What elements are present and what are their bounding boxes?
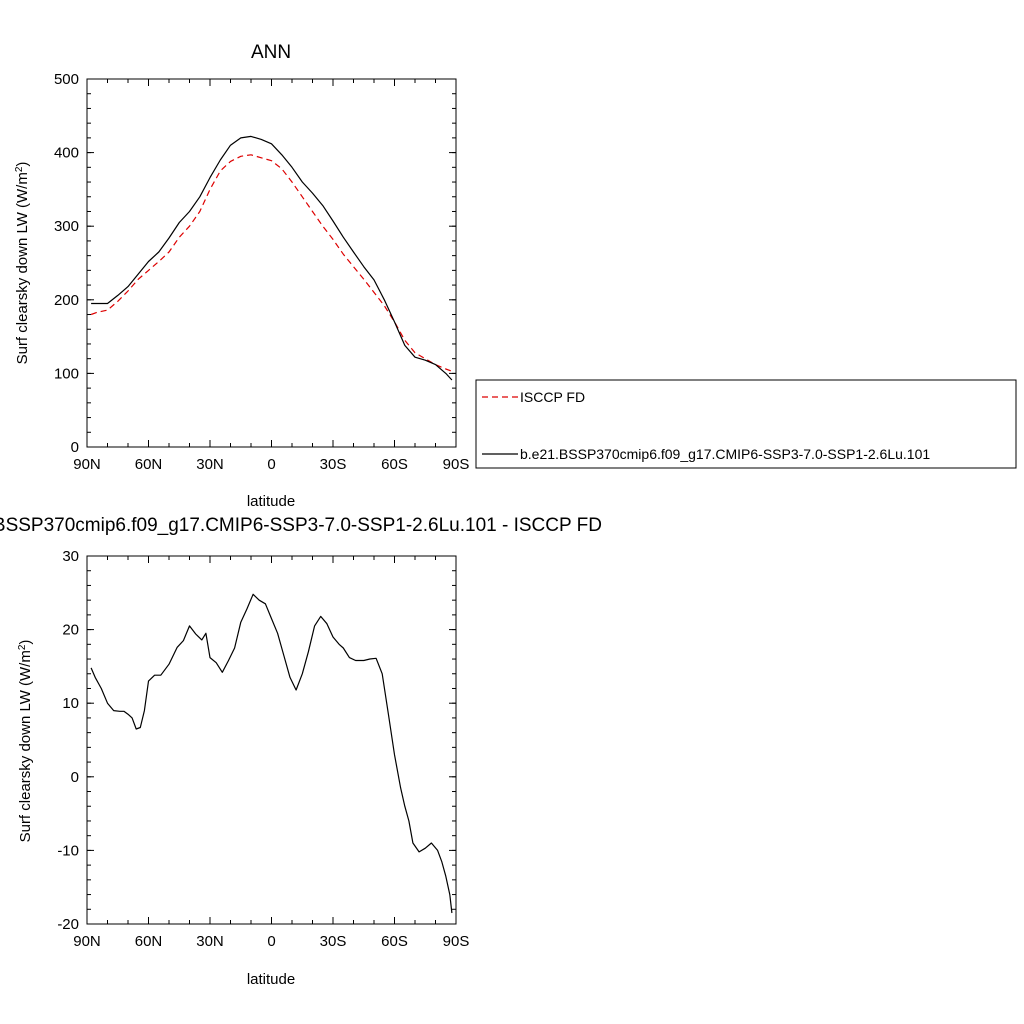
top-x-axis-label: latitude (247, 493, 295, 510)
plot-frame (86, 555, 457, 925)
x-tick-label: 30N (196, 456, 224, 473)
top-panel: ANN Surf clearsky down LW (W/m2) latitud… (14, 42, 470, 510)
y-tick-label: 400 (54, 145, 79, 162)
top-y-axis-label: Surf clearsky down LW (W/m2) (14, 162, 32, 365)
x-tick-label: 60S (381, 933, 408, 950)
y-tick-label: 300 (54, 218, 79, 235)
bottom-chart-title: b.e21.BSSP370cmip6.f09_g17.CMIP6-SSP3-7.… (0, 515, 602, 536)
x-tick-label: 60S (381, 456, 408, 473)
bottom-x-axis-label: latitude (247, 971, 295, 988)
series-line-model (91, 135, 453, 381)
y-tick-label: 20 (62, 622, 79, 639)
series-line-isccp (90, 154, 453, 372)
y-tick-label: 100 (54, 365, 79, 382)
y-tick-label: -10 (57, 842, 79, 859)
legend: ISCCP FD b.e21.BSSP370cmip6.f09_g17.CMIP… (475, 379, 1017, 469)
x-tick-label: 90N (73, 456, 101, 473)
x-tick-label: 90S (443, 456, 470, 473)
y-tick-label: 30 (62, 548, 79, 565)
x-tick-label: 30S (320, 456, 347, 473)
y-tick-label: -20 (57, 916, 79, 933)
bottom-y-axis-label: Surf clearsky down LW (W/m2) (17, 640, 35, 843)
legend-label-isccp: ISCCP FD (520, 389, 585, 405)
y-tick-label: 0 (71, 439, 79, 456)
x-tick-label: 30N (196, 933, 224, 950)
x-tick-label: 0 (267, 456, 275, 473)
x-tick-label: 90N (73, 933, 101, 950)
plot-frame (86, 78, 457, 448)
legend-label-model: b.e21.BSSP370cmip6.f09_g17.CMIP6-SSP3-7.… (520, 446, 930, 462)
legend-box (475, 379, 1017, 469)
x-tick-label: 0 (267, 933, 275, 950)
bottom-panel: b.e21.BSSP370cmip6.f09_g17.CMIP6-SSP3-7.… (0, 515, 602, 988)
top-chart-title: ANN (251, 42, 291, 63)
x-tick-label: 30S (320, 933, 347, 950)
x-tick-label: 60N (135, 456, 163, 473)
x-tick-label: 90S (443, 933, 470, 950)
series-line-model (90, 593, 453, 914)
y-tick-label: 0 (71, 769, 79, 786)
y-tick-label: 500 (54, 71, 79, 88)
x-tick-label: 60N (135, 933, 163, 950)
y-tick-label: 10 (62, 695, 79, 712)
y-tick-label: 200 (54, 292, 79, 309)
